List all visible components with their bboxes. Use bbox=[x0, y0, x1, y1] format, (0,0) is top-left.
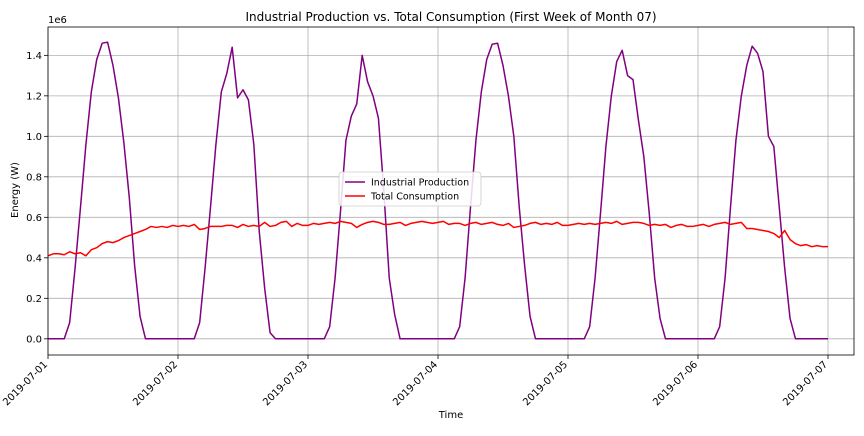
y-axis-offset-label: 1e6 bbox=[48, 15, 67, 26]
y-tick-label: 0.4 bbox=[26, 253, 42, 264]
grid bbox=[47, 27, 854, 355]
x-tick-label: 2019-07-04 bbox=[391, 359, 440, 408]
legend-box bbox=[338, 171, 482, 207]
x-tick-label: 2019-07-07 bbox=[781, 359, 830, 408]
x-tick-label: 2019-07-03 bbox=[261, 359, 310, 408]
y-tick-label: 0.8 bbox=[26, 172, 42, 183]
x-tick-label: 2019-07-01 bbox=[1, 359, 50, 408]
series-line-industrial-production bbox=[48, 41, 828, 340]
y-tick-label: 0.6 bbox=[26, 213, 42, 224]
y-tick-label: 0.0 bbox=[26, 334, 42, 345]
y-tick-label: 1.2 bbox=[26, 91, 42, 102]
legend-label: Industrial Production bbox=[371, 178, 469, 189]
series-layer bbox=[47, 41, 828, 340]
x-tick-label: 2019-07-05 bbox=[521, 359, 570, 408]
y-tick-label: 1.0 bbox=[26, 132, 42, 143]
legend: Industrial Production Total Consumption bbox=[338, 171, 482, 207]
y-axis-label: Energy (W) bbox=[10, 162, 21, 218]
series-line-total-consumption bbox=[47, 220, 828, 257]
y-tick-label: 1.4 bbox=[26, 51, 42, 62]
x-axis-label: Time bbox=[438, 410, 463, 421]
legend-label: Total Consumption bbox=[370, 192, 459, 203]
chart-title: Industrial Production vs. Total Consumpt… bbox=[245, 10, 656, 24]
x-tick-label: 2019-07-02 bbox=[131, 359, 180, 408]
y-tick-label: 0.2 bbox=[26, 294, 42, 305]
x-tick-label: 2019-07-06 bbox=[651, 359, 700, 408]
plot-frame bbox=[47, 26, 855, 356]
